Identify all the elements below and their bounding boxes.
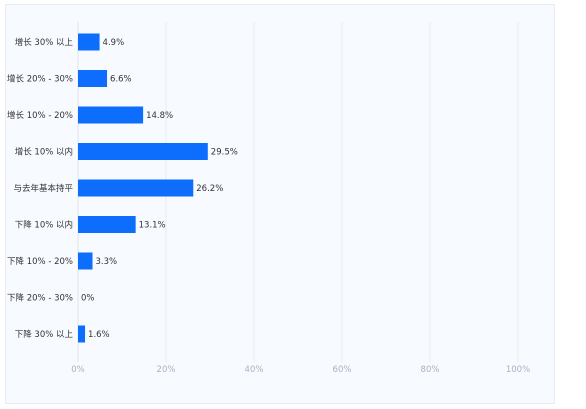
category-label: 增长 10% - 20%	[7, 110, 73, 121]
labels: 0% 20% 40% 60% 80% 100% 增长 30% 以上 4.9% 增长 20% - …	[7, 37, 530, 375]
bar	[78, 70, 108, 87]
x-tick-label: 60%	[333, 365, 352, 375]
bar	[78, 143, 208, 160]
data-label: 0%	[81, 294, 95, 304]
bar	[78, 325, 86, 343]
category-label: 增长 10% 以内	[15, 147, 73, 158]
bar	[78, 106, 144, 124]
x-tick-label: 80%	[421, 365, 440, 375]
data-label: 26.2%	[196, 184, 223, 194]
data-label: 13.1%	[139, 221, 166, 231]
bar	[78, 33, 100, 51]
category-label: 增长 20% - 30%	[7, 74, 73, 85]
bar	[78, 216, 136, 233]
data-label: 1.6%	[88, 330, 110, 340]
bar	[78, 252, 93, 270]
category-label: 下降 20% - 30%	[7, 293, 73, 304]
x-tick-label: 20%	[157, 365, 176, 375]
data-label: 3.3%	[96, 257, 118, 267]
category-label: 与去年基本持平	[13, 183, 73, 194]
category-label: 下降 10% 以内	[15, 220, 73, 231]
bars	[78, 33, 208, 343]
data-label: 6.6%	[110, 75, 132, 85]
data-label: 14.8%	[146, 111, 173, 121]
bar	[78, 179, 194, 197]
x-tick-label: 0%	[71, 365, 85, 375]
category-label: 下降 10% - 20%	[7, 256, 73, 267]
x-tick-label: 40%	[245, 365, 264, 375]
x-tick-label: 100%	[506, 365, 530, 375]
category-label: 增长 30% 以上	[15, 37, 74, 48]
category-label: 下降 30% 以上	[15, 329, 74, 340]
data-label: 4.9%	[103, 38, 125, 48]
data-label: 29.5%	[211, 148, 238, 158]
